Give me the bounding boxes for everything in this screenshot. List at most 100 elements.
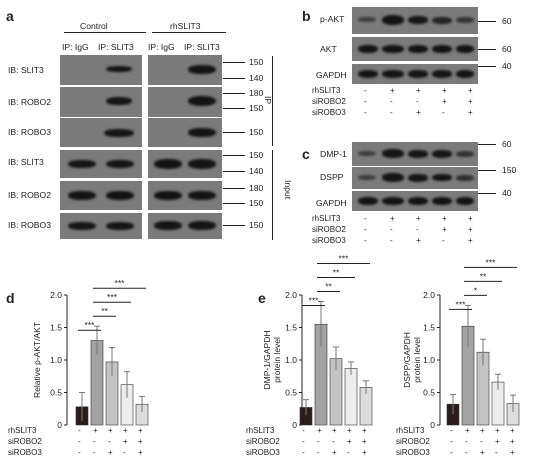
ib-label-robo3-ip: IB: ROBO3	[8, 127, 51, 137]
bar	[344, 368, 358, 426]
condition-sign: -	[108, 437, 111, 446]
condition-sign: -	[390, 108, 393, 117]
condition-sign: +	[362, 426, 367, 435]
marker-tick	[478, 193, 496, 194]
condition-sign: -	[480, 437, 483, 446]
y-tick-label: 2.0	[285, 290, 297, 300]
condition-label: rhSLIT3	[396, 426, 425, 435]
condition-label: siROBO3	[312, 108, 346, 117]
significance-label: ***	[339, 255, 350, 264]
condition-sign: +	[108, 448, 113, 457]
significance-label: **	[480, 271, 487, 281]
y-axis-label: Relative p-AKT/AKT	[32, 322, 42, 398]
condition-sign: +	[93, 426, 98, 435]
condition-sign: +	[416, 86, 421, 95]
blot-b-pakt	[352, 7, 478, 34]
significance-label: *	[474, 285, 478, 295]
condition-sign: +	[468, 214, 473, 223]
marker-tick	[223, 93, 245, 94]
ip-slit3-label: IP: SLIT3	[98, 42, 134, 52]
condition-sign: -	[302, 426, 305, 435]
y-axis-label: protein level	[272, 337, 282, 383]
ip-slit3-label-2: IP: SLIT3	[184, 42, 220, 52]
blot-b-gapdh	[352, 64, 478, 84]
condition-sign: -	[78, 426, 81, 435]
condition-sign: -	[450, 437, 453, 446]
condition-sign: +	[468, 225, 473, 234]
condition-sign: +	[347, 437, 352, 446]
condition-label: rhSLIT3	[312, 214, 341, 223]
condition-sign: -	[364, 86, 367, 95]
condition-label: siROBO3	[396, 448, 430, 457]
blot-a-control-slit3-ip	[60, 55, 142, 85]
y-tick-label: 2.0	[423, 290, 435, 300]
condition-sign: +	[495, 426, 500, 435]
blot-c-gapdh	[352, 191, 478, 211]
condition-table-d: rhSLIT3 - + + + + siROBO2 - - - + + siROBO3 - - + - +	[8, 426, 148, 462]
condition-sign: -	[78, 448, 81, 457]
condition-sign: +	[332, 448, 337, 457]
y-axis-label: protein level	[412, 337, 422, 383]
significance-label: **	[325, 282, 332, 292]
condition-label: siROBO3	[312, 236, 346, 245]
condition-sign: +	[465, 426, 470, 435]
ip-igg-label: IP: IgG	[62, 42, 89, 52]
condition-sign: -	[302, 437, 305, 446]
condition-sign: +	[362, 437, 367, 446]
condition-sign: -	[364, 108, 367, 117]
condition-table-e2: rhSLIT3 - + + + + siROBO2 - - - + + siROBO3 - - + - +	[396, 426, 526, 462]
y-tick-label: 1.5	[50, 323, 62, 333]
blot-c-dmp1	[352, 142, 478, 166]
marker-label: 150	[249, 127, 264, 137]
y-tick-label: 0.5	[285, 388, 297, 398]
condition-sign: +	[510, 437, 515, 446]
condition-sign: -	[465, 448, 468, 457]
condition-sign: -	[450, 426, 453, 435]
group-line-control	[64, 32, 146, 33]
condition-label: rhSLIT3	[8, 426, 37, 435]
panel-c-letter: c	[302, 146, 310, 162]
condition-sign: +	[480, 448, 485, 457]
condition-sign: -	[93, 448, 96, 457]
condition-sign: +	[138, 448, 143, 457]
marker-label: 150	[249, 150, 264, 160]
marker-label: 150	[249, 57, 264, 67]
blot-a-control-robo2-input	[60, 181, 142, 210]
condition-sign: -	[78, 437, 81, 446]
marker-label: 150	[502, 165, 517, 175]
y-tick-label: 2.0	[50, 290, 62, 300]
condition-sign: -	[332, 437, 335, 446]
condition-sign: +	[468, 86, 473, 95]
y-axis-label: DMP-1/GAPDH	[262, 330, 272, 389]
marker-label: 60	[502, 16, 512, 26]
condition-sign: +	[468, 97, 473, 106]
marker-label: 150	[249, 220, 264, 230]
y-tick-label: 0.5	[50, 388, 62, 398]
condition-sign: +	[495, 437, 500, 446]
panel-a-letter: a	[6, 8, 14, 24]
ib-label-slit3-ip: IB: SLIT3	[8, 65, 44, 75]
condition-sign: -	[416, 97, 419, 106]
condition-sign: +	[138, 426, 143, 435]
marker-label: 40	[502, 61, 512, 71]
significance-label: **	[333, 268, 340, 278]
condition-sign: +	[468, 108, 473, 117]
condition-table-c: rhSLIT3 - + + + + siROBO2 - - - + + siROBO3 - - + - +	[312, 214, 482, 250]
condition-label: rhSLIT3	[246, 426, 275, 435]
marker-tick	[223, 188, 245, 189]
panel-d-letter: d	[6, 290, 15, 306]
blot-a-control-robo3-ip	[60, 118, 142, 147]
marker-tick	[478, 170, 496, 171]
condition-sign: -	[302, 448, 305, 457]
condition-label: siROBO2	[396, 437, 430, 446]
y-tick-label: 0.5	[423, 388, 435, 398]
blot-a-control-robo3-input	[60, 213, 142, 239]
marker-label: 60	[502, 44, 512, 54]
condition-sign: +	[480, 426, 485, 435]
marker-label: 150	[249, 198, 264, 208]
significance-label: ***	[309, 296, 320, 306]
condition-sign: +	[416, 214, 421, 223]
ip-igg-label-2: IP: IgG	[148, 42, 175, 52]
blot-c-label-dspp: DSPP	[320, 172, 344, 182]
